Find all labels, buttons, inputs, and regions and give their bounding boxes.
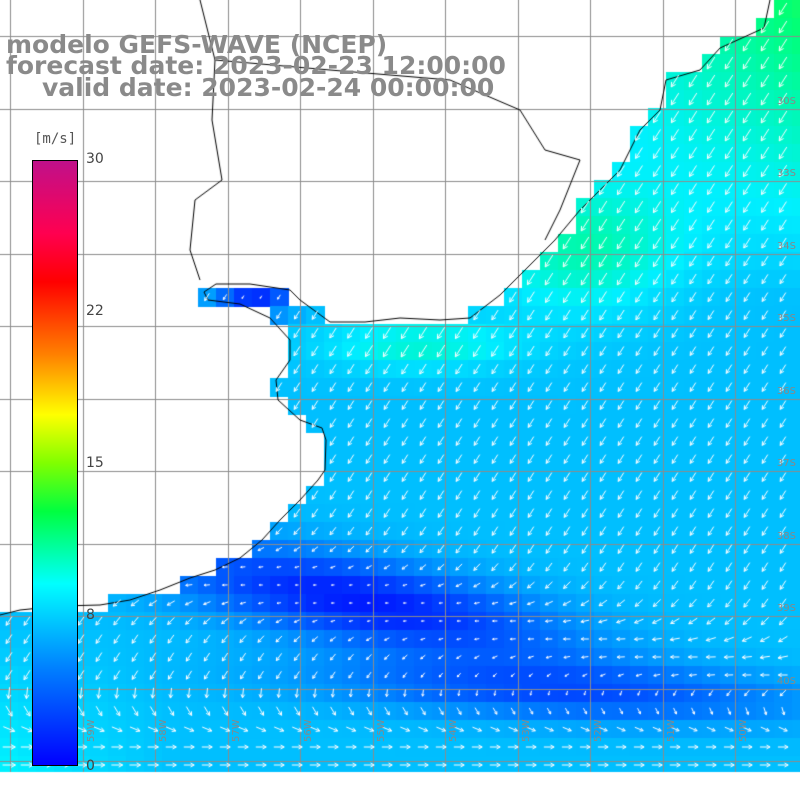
lat-label: 34S: [776, 241, 796, 252]
lat-label: 35S: [776, 313, 796, 324]
lon-label: 51W: [666, 719, 677, 742]
valid-date: valid date: 2023-02-24 00:00:00: [42, 73, 495, 102]
lon-label: 59W: [86, 719, 97, 742]
colorbar-tick-15: 15: [86, 455, 104, 471]
lon-label: 53W: [521, 719, 532, 742]
forecast-date: forecast date: 2023-02-23 12:00:00: [6, 51, 506, 80]
lat-label: 39S: [776, 603, 796, 614]
lat-label: 37S: [776, 458, 796, 469]
lon-label: 55W: [376, 719, 387, 742]
lon-label: 57W: [231, 719, 242, 742]
colorbar-unit: [m/s]: [34, 131, 77, 147]
lat-label: 36S: [776, 386, 796, 397]
colorbar-tick-22: 22: [86, 303, 104, 319]
colorbar-tick-30: 30: [86, 151, 104, 167]
lon-label: 56W: [303, 719, 314, 742]
lat-label: 30S: [776, 96, 796, 107]
colorbar-tick-0: 0: [86, 758, 95, 774]
lat-label: 33S: [776, 168, 796, 179]
colorbar: [32, 160, 78, 766]
lon-label: 54W: [448, 719, 459, 742]
lon-label: 52W: [593, 719, 604, 742]
lat-label: 38S: [776, 531, 796, 542]
lat-label: 40S: [776, 676, 796, 687]
lon-label: 58W: [158, 719, 169, 742]
lon-label: 50W: [738, 719, 749, 742]
colorbar-tick-8: 8: [86, 607, 95, 623]
model-title: modelo GEFS-WAVE (NCEP): [6, 30, 388, 59]
